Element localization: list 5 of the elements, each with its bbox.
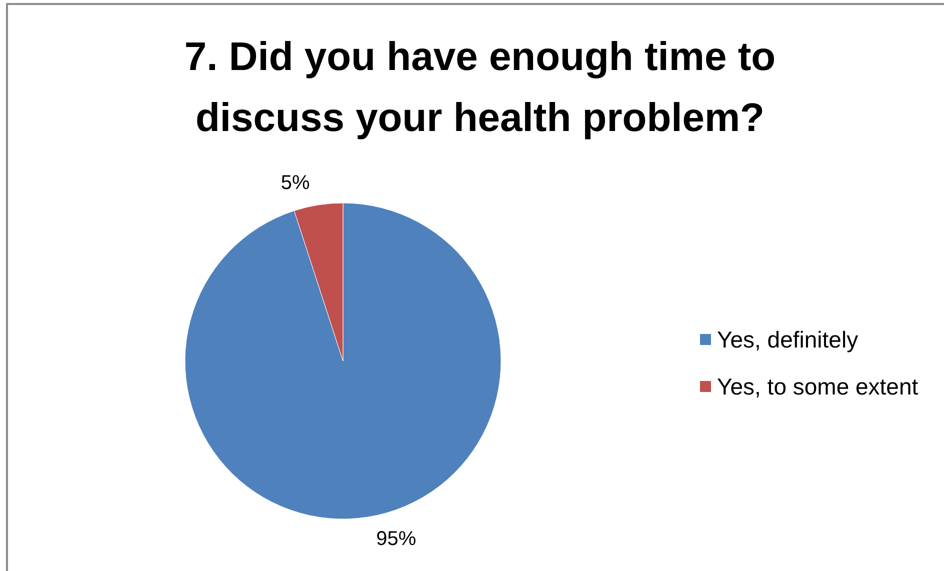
data-label: 95% xyxy=(376,528,416,550)
legend-label: Yes, to some extent xyxy=(717,374,919,400)
legend-label: Yes, definitely xyxy=(717,326,859,352)
chart-title: 7. Did you have enough time to discuss your health problem? xyxy=(183,34,777,142)
data-label: 5% xyxy=(280,172,310,194)
